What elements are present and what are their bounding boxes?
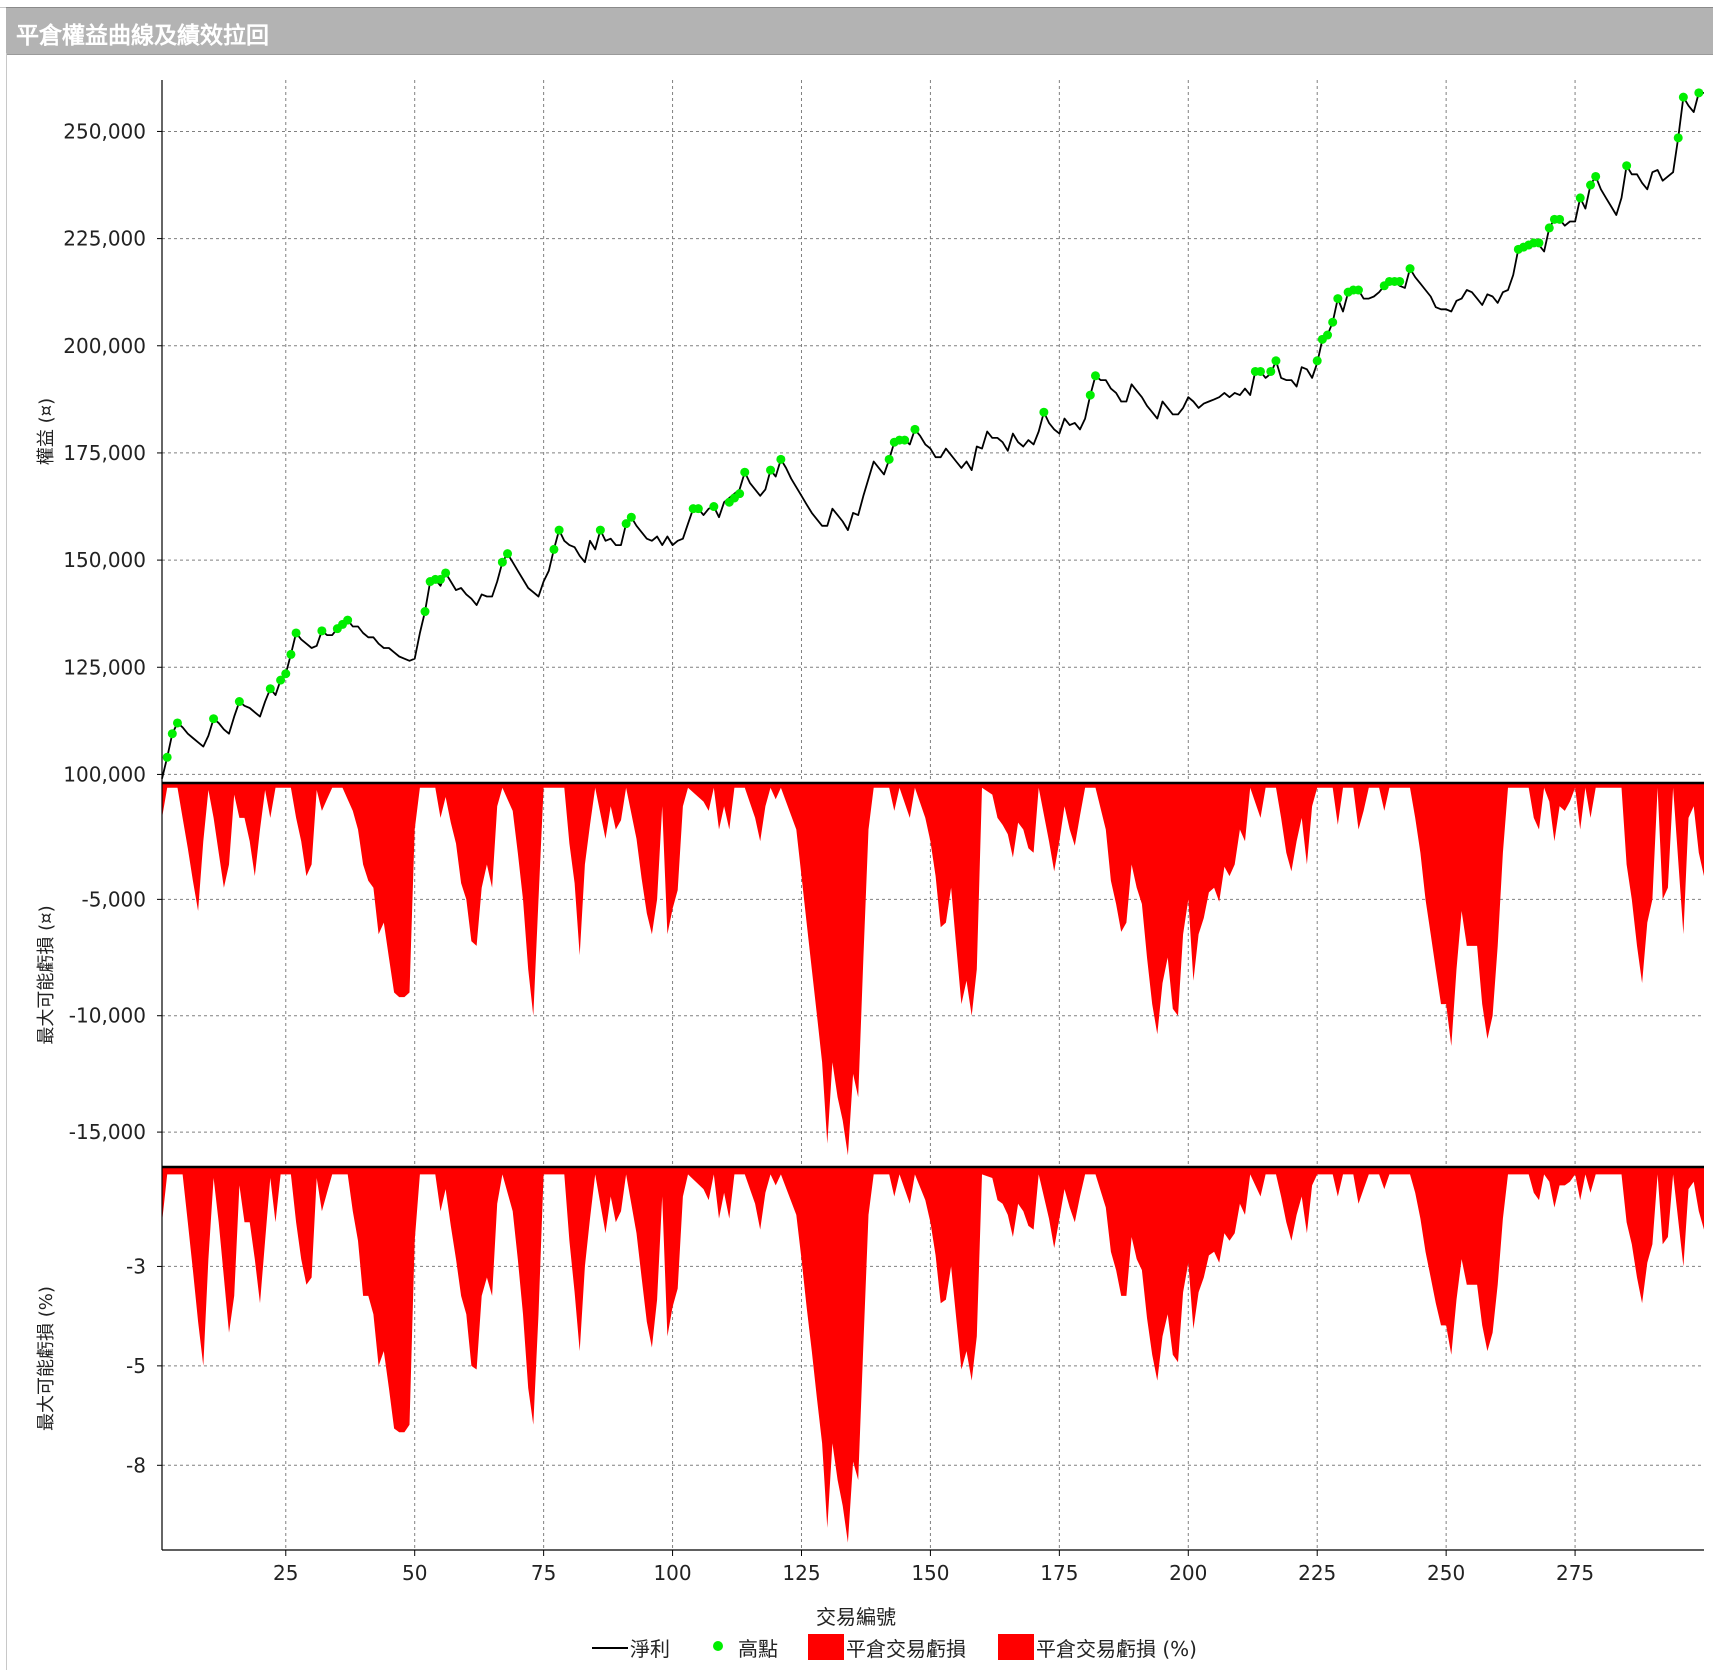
y-tick-label: 100,000 [63,762,146,786]
x-tick-label: 75 [531,1561,556,1585]
high-point-marker [595,525,605,535]
high-point-marker [1534,238,1544,248]
high-point-marker [172,718,182,728]
high-point-marker [1312,356,1322,366]
high-point-marker [1323,330,1333,340]
high-point-marker [1090,371,1100,381]
drawdown-area [162,783,1704,1156]
high-point-marker [1039,407,1049,417]
window-left-border [6,53,7,1670]
high-point-marker [621,519,631,529]
panel-2: -5,000 -10,000 -15,000 最大可能虧損 (¤) [36,781,1704,1167]
y-tick-label: 125,000 [63,655,146,679]
x-tick-label: 25 [273,1561,298,1585]
high-point-marker [900,435,910,445]
high-point-marker [209,714,219,724]
high-point-marker [549,544,559,554]
high-point-marker [343,615,353,625]
high-point-marker [234,697,244,707]
high-point-marker [1555,214,1565,224]
y-tick-label: -3 [126,1254,146,1278]
y-tick-label: 200,000 [63,334,146,358]
legend-area-pct-swatch [998,1634,1034,1660]
high-point-marker [740,467,750,477]
high-point-marker [1328,317,1338,327]
high-point-marker [1544,223,1554,233]
x-tick-label: 250 [1427,1561,1465,1585]
high-point-marker [1678,92,1688,102]
y-tick-label: -5 [126,1354,146,1378]
x-tick-label: 200 [1169,1561,1207,1585]
x-tick-label: 100 [653,1561,691,1585]
y-tick-label: 175,000 [63,441,146,465]
high-point-marker [162,752,172,762]
high-point-marker [1085,390,1095,400]
high-point-marker [435,574,445,584]
high-point-marker [441,568,451,578]
window-title: 平倉權益曲線及績效拉回 [16,23,269,49]
x-tick-label: 225 [1298,1561,1336,1585]
high-point-marker [1586,180,1596,190]
high-point-marker [497,557,507,567]
high-point-marker [281,669,291,679]
panel-3: -3 -5 -8 最大可能虧損 (%) [36,1165,1704,1550]
y-tick-label: -8 [126,1453,146,1477]
y-tick-label: -10,000 [69,1004,146,1028]
high-point-marker [884,454,894,464]
high-point-marker [1353,285,1363,295]
y-axis-label: 最大可能虧損 (¤) [36,905,57,1044]
y-tick-label: -15,000 [69,1120,146,1144]
high-point-marker [626,512,636,522]
high-point-marker [1271,356,1281,366]
drawdown-area [162,1167,1704,1543]
high-point-marker [317,626,327,636]
high-point-marker [1591,171,1601,181]
x-tick-label: 50 [402,1561,427,1585]
high-point-marker [910,424,920,434]
high-point-marker [766,465,776,475]
legend-label: 淨利 [630,1637,670,1661]
x-tick-label: 275 [1556,1561,1594,1585]
high-point-marker [265,684,275,694]
equity-line [161,92,1704,779]
y-axis-label: 最大可能虧損 (%) [36,1286,57,1431]
high-point-marker [693,504,703,514]
high-point-marker [776,454,786,464]
y-tick-label: 225,000 [63,227,146,251]
legend-marker-swatch [713,1641,723,1651]
high-point-marker [1333,294,1343,304]
panel-1: 100,000 125,000 150,000 175,000 200,000 225,0… [36,80,1704,786]
high-point-marker [1395,276,1405,286]
high-point-marker [286,649,296,659]
legend-label: 平倉交易虧損 (%) [1036,1637,1197,1661]
high-point-marker [1266,366,1276,376]
high-point-marker [1622,161,1632,171]
y-axis-label: 權益 (¤) [36,398,57,465]
high-point-marker [709,502,719,512]
legend-label: 高點 [738,1637,778,1661]
high-point-marker [503,549,513,559]
high-point-marker [276,675,286,685]
high-point-marker [735,489,745,499]
high-point-marker [167,729,177,739]
high-point-marker [1694,88,1704,98]
y-tick-label: 250,000 [63,119,146,143]
legend-area-swatch [808,1634,844,1660]
x-tick-label: 175 [1040,1561,1078,1585]
high-point-marker [1255,366,1265,376]
high-point-marker [420,607,430,617]
high-point-marker [1575,193,1585,203]
y-tick-label: -5,000 [82,887,146,911]
y-tick-label: 150,000 [63,548,146,572]
high-point-marker [554,525,564,535]
legend-label: 平倉交易虧損 [846,1637,966,1661]
x-axis-label: 交易編號 [816,1605,896,1629]
high-point-marker [291,628,301,638]
x-tick-label: 125 [782,1561,820,1585]
title-bar: 平倉權益曲線及績效拉回 [6,7,1713,55]
high-point-marker [1405,264,1415,274]
high-point-marker [1673,133,1683,143]
x-tick-label: 150 [911,1561,949,1585]
